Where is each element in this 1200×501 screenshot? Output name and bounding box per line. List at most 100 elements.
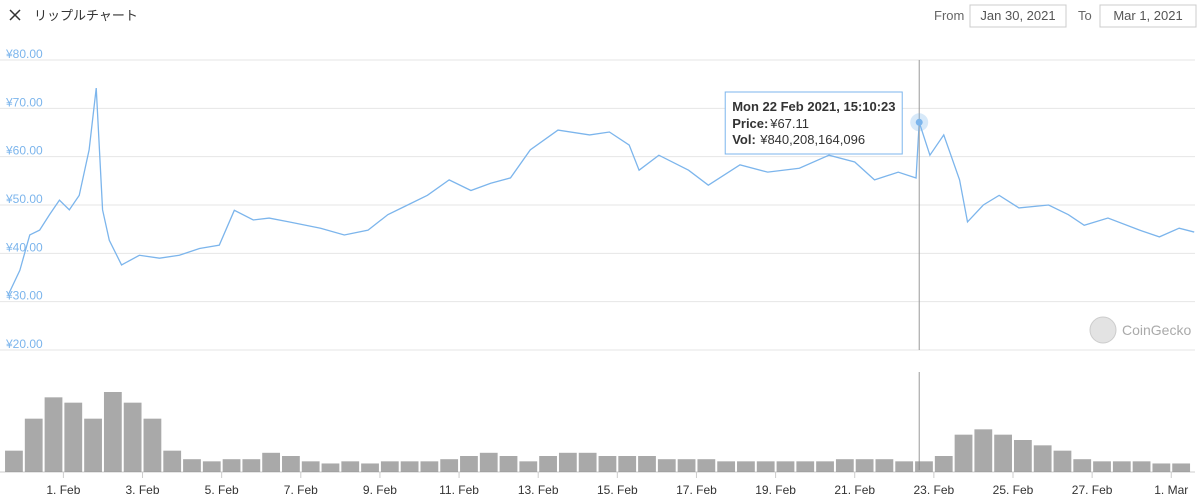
volume-bar xyxy=(5,450,23,472)
x-tick-label: 23. Feb xyxy=(914,483,955,497)
volume-bar xyxy=(380,461,399,472)
volume-bar xyxy=(717,461,736,472)
y-tick-label: ¥50.00 xyxy=(5,192,43,206)
y-tick-label: ¥60.00 xyxy=(5,144,43,158)
volume-bar xyxy=(915,461,933,472)
volume-bar xyxy=(1053,450,1072,472)
to-input[interactable] xyxy=(1099,4,1197,28)
volume-bar xyxy=(934,456,953,472)
x-tick-label: 5. Feb xyxy=(205,483,239,497)
volume-bar xyxy=(1132,461,1151,472)
volume-bar xyxy=(539,456,557,472)
volume-bar xyxy=(440,459,459,472)
volume-bar xyxy=(44,397,63,472)
volume-bar xyxy=(103,392,122,472)
volume-bar xyxy=(578,452,597,472)
tooltip-title: Mon 22 Feb 2021, 15:10:23 xyxy=(732,99,895,114)
x-tick-label: 3. Feb xyxy=(126,483,160,497)
volume-bar xyxy=(895,461,914,472)
volume-bar xyxy=(875,459,894,472)
volume-bar xyxy=(558,452,577,472)
volume-bar xyxy=(479,452,498,472)
close-icon[interactable] xyxy=(9,9,21,21)
volume-bar xyxy=(816,461,834,472)
x-tick-label: 1. Feb xyxy=(46,483,80,497)
volume-bar xyxy=(519,461,538,472)
volume-bar xyxy=(598,456,617,472)
tooltip-price: ¥67.11 xyxy=(769,116,809,131)
x-tick-label: 1. Mar xyxy=(1154,483,1188,497)
to-label: To xyxy=(1078,8,1092,23)
x-tick-label: 15. Feb xyxy=(597,483,638,497)
from-input[interactable] xyxy=(969,4,1067,28)
volume-bar xyxy=(974,429,993,472)
tooltip-box xyxy=(724,91,903,155)
volume-bar xyxy=(64,402,83,472)
tooltip-vol: ¥840,208,164,096 xyxy=(759,132,865,147)
x-tick-label: 11. Feb xyxy=(439,483,479,497)
volume-bar xyxy=(1093,461,1111,472)
y-tick-label: ¥80.00 xyxy=(5,47,43,61)
volume-bar xyxy=(855,459,874,472)
volume-bar xyxy=(835,459,854,472)
watermark-text: CoinGecko xyxy=(1122,322,1191,338)
x-tick-label: 7. Feb xyxy=(284,483,318,497)
volume-bar xyxy=(697,459,716,472)
volume-bar xyxy=(618,456,637,472)
volume-bar xyxy=(341,461,360,472)
volume-bar xyxy=(657,459,676,472)
volume-bar xyxy=(400,461,419,472)
volume-bar xyxy=(183,459,201,472)
volume-bar xyxy=(1013,440,1032,472)
tooltip-price-label: Price: xyxy=(732,116,768,131)
volume-bar xyxy=(1073,459,1092,472)
volume-bar xyxy=(1172,463,1191,472)
volume-bar xyxy=(638,456,656,472)
y-tick-label: ¥30.00 xyxy=(5,289,43,303)
volume-bar xyxy=(737,461,755,472)
from-date[interactable]: Jan 30, 2021 xyxy=(980,8,1055,23)
x-tick-label: 21. Feb xyxy=(834,483,875,497)
volume-bar xyxy=(796,461,815,472)
volume-bar xyxy=(24,418,43,472)
page-title: リップルチャート xyxy=(34,8,138,23)
volume-bar xyxy=(143,418,162,472)
x-tick-label: 27. Feb xyxy=(1072,483,1113,497)
hover-point xyxy=(915,118,923,126)
x-tick-label: 25. Feb xyxy=(993,483,1034,497)
x-tick-label: 9. Feb xyxy=(363,483,397,497)
volume-bar xyxy=(994,434,1012,472)
x-tick-label: 13. Feb xyxy=(518,483,559,497)
volume-bar xyxy=(954,434,973,472)
x-tick-label: 19. Feb xyxy=(755,483,796,497)
price-line xyxy=(7,87,1195,296)
volume-bar xyxy=(242,459,261,472)
volume-bar xyxy=(163,450,182,472)
volume-bar xyxy=(282,456,300,472)
volume-bar xyxy=(420,461,439,472)
y-tick-label: ¥40.00 xyxy=(5,240,43,254)
y-tick-label: ¥70.00 xyxy=(5,95,43,109)
volume-bar xyxy=(756,461,775,472)
volume-bar xyxy=(321,463,340,472)
volume-bar xyxy=(222,459,241,472)
watermark: CoinGecko xyxy=(1089,316,1191,344)
volume-bar xyxy=(677,459,696,472)
volume-bar xyxy=(301,461,320,472)
volume-bar xyxy=(776,461,795,472)
volume-bar xyxy=(361,463,379,472)
y-tick-label: ¥20.00 xyxy=(5,337,43,351)
volume-bar xyxy=(1152,463,1171,472)
from-label: From xyxy=(934,8,964,23)
volume-bar xyxy=(460,456,478,472)
volume-bar xyxy=(123,402,142,472)
tooltip-vol-label: Vol: xyxy=(732,132,756,147)
x-tick-label: 17. Feb xyxy=(676,483,717,497)
volume-bar xyxy=(499,456,518,472)
volume-bar xyxy=(1112,461,1131,472)
to-date[interactable]: Mar 1, 2021 xyxy=(1113,8,1182,23)
volume-bar xyxy=(1033,445,1052,472)
volume-bar xyxy=(202,461,221,472)
volume-bar xyxy=(262,452,281,472)
